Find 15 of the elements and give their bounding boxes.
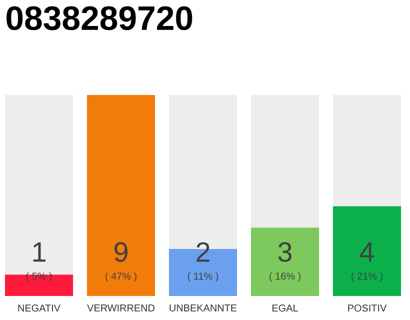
x-tick-label: POSITIV [348,304,387,312]
annotation: 9 [114,242,128,262]
x-tick-label: EGAL [272,304,298,312]
x-tick-label: VERWIRREND [87,304,154,312]
x-tick-label: UNBEKANNTE [170,304,237,312]
chart-title: 0838289720 [6,6,192,30]
data-label: ( 11% ) [188,272,218,282]
annotation: 3 [278,242,292,262]
data-label: ( 5% ) [26,272,52,282]
data-label: ( 21% ) [352,272,382,282]
annotation: 4 [360,242,374,262]
x-tick-label: NEGATIV [18,304,60,312]
annotation: 1 [33,242,46,262]
data-label: ( 16% ) [270,272,300,282]
data-label: ( 47% ) [106,272,136,282]
